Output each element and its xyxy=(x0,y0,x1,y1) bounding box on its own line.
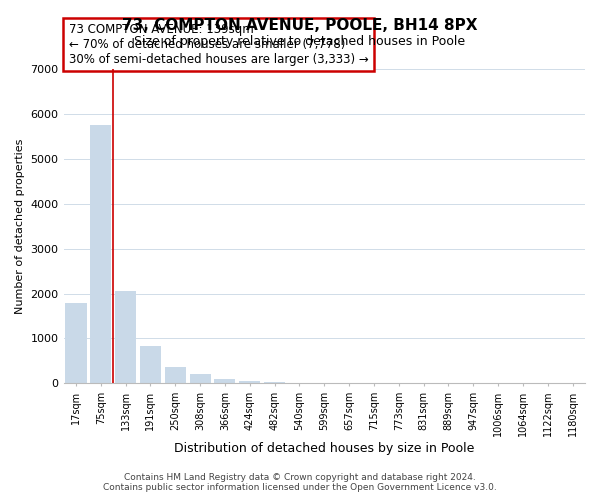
Bar xyxy=(239,381,260,384)
Bar xyxy=(115,291,136,384)
Bar xyxy=(165,366,186,384)
Bar xyxy=(214,379,235,384)
Bar xyxy=(190,374,211,384)
Bar xyxy=(65,304,86,384)
Y-axis label: Number of detached properties: Number of detached properties xyxy=(15,138,25,314)
X-axis label: Distribution of detached houses by size in Poole: Distribution of detached houses by size … xyxy=(174,442,475,455)
Bar xyxy=(90,124,112,384)
Bar xyxy=(264,382,285,384)
Text: 73 COMPTON AVENUE: 139sqm
← 70% of detached houses are smaller (7,778)
30% of se: 73 COMPTON AVENUE: 139sqm ← 70% of detac… xyxy=(69,23,368,66)
Text: Contains HM Land Registry data © Crown copyright and database right 2024.
Contai: Contains HM Land Registry data © Crown c… xyxy=(103,473,497,492)
Text: Size of property relative to detached houses in Poole: Size of property relative to detached ho… xyxy=(134,35,466,48)
Text: 73, COMPTON AVENUE, POOLE, BH14 8PX: 73, COMPTON AVENUE, POOLE, BH14 8PX xyxy=(122,18,478,32)
Bar xyxy=(140,346,161,384)
